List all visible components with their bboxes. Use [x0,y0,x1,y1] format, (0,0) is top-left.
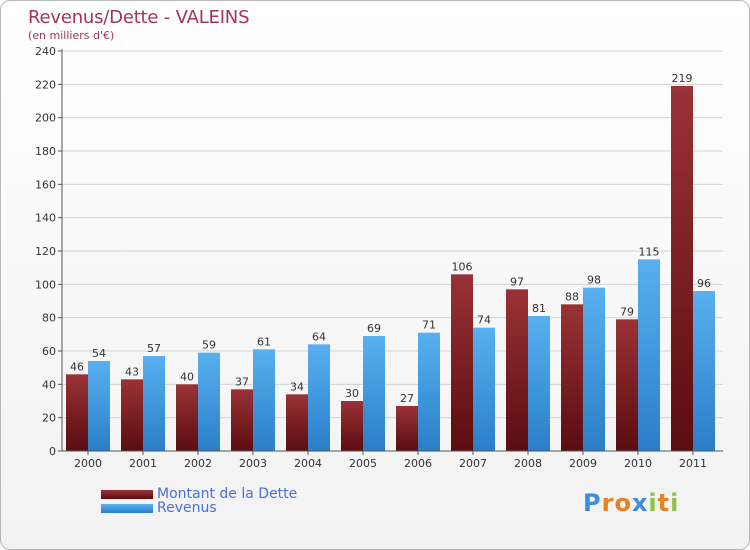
x-tick-label: 2008 [514,457,542,470]
logo-letter: t [657,489,671,517]
y-tick-label: 180 [35,145,56,158]
x-tick-label: 2000 [74,457,102,470]
y-tick-label: 200 [35,112,56,125]
data-label: 30 [345,387,359,400]
chart-title: Revenus/Dette - VALEINS [28,7,250,28]
x-tick-label: 2003 [239,457,267,470]
data-label: 115 [639,245,660,258]
y-tick-label: 140 [35,212,56,225]
logo-letter: P [583,489,602,517]
x-tick-label: 2009 [569,457,597,470]
bar-dette [671,86,693,451]
data-label: 106 [452,260,473,273]
logo-letter: x [631,489,649,517]
data-label: 98 [587,274,601,287]
grid-layer [58,50,723,455]
legend-item-revenus: Revenus [101,501,297,515]
bar-dette [451,274,473,451]
data-label: 96 [697,277,711,290]
data-label: 46 [70,360,84,373]
data-label: 71 [422,319,436,332]
proxiti-logo: Proxiti [583,489,679,517]
x-tick-label: 2004 [294,457,322,470]
x-tick-label: 2010 [624,457,652,470]
x-tick-label: 2002 [184,457,212,470]
bar-dette [66,374,88,451]
bar-revenus [583,287,605,451]
legend-label-revenus: Revenus [157,500,217,516]
y-tick-label: 40 [42,378,56,391]
bar-layer [66,86,715,451]
data-label: 88 [565,290,579,303]
y-tick-label: 100 [35,278,56,291]
x-tick-label: 2011 [679,457,707,470]
x-tick-label: 2007 [459,457,487,470]
data-label: 57 [147,342,161,355]
data-label: 74 [477,314,491,327]
bar-dette [176,384,198,451]
bar-dette [286,394,308,451]
bar-revenus [473,327,495,451]
bar-revenus [638,259,660,451]
bar-dette [616,319,638,451]
bar-revenus [308,344,330,451]
data-label: 54 [92,347,106,360]
y-tick-label: 220 [35,78,56,91]
bar-revenus [418,332,440,451]
logo-letter: r [601,489,615,517]
bar-dette [121,379,143,451]
bar-revenus [198,352,220,451]
y-tick-label: 160 [35,178,56,191]
data-label: 69 [367,322,381,335]
y-tick-label: 80 [42,312,56,325]
legend-item-debt: Montant de la Dette [101,487,297,501]
data-label: 40 [180,370,194,383]
y-tick-label: 60 [42,345,56,358]
x-tick-label: 2005 [349,457,377,470]
data-label: 37 [235,375,249,388]
x-tick-label: 2006 [404,457,432,470]
data-label: 64 [312,330,326,343]
data-label: 34 [290,380,304,393]
data-label: 27 [400,392,414,405]
data-label: 79 [620,305,634,318]
y-tick-label: 120 [35,245,56,258]
data-label: 97 [510,275,524,288]
bar-dette [561,304,583,451]
bar-revenus [143,356,165,451]
bar-dette [396,406,418,451]
bar-dette [341,401,363,451]
bar-dette [506,289,528,451]
chart-subtitle: (en milliers d'€) [28,29,115,42]
data-label: 59 [202,339,216,352]
legend: Montant de la Dette Revenus [101,487,297,515]
bar-revenus [363,336,385,451]
legend-swatch-revenus [101,503,153,513]
bar-revenus [528,316,550,451]
x-tick-label: 2001 [129,457,157,470]
legend-label-debt: Montant de la Dette [157,486,298,502]
data-label: 219 [672,72,693,85]
logo-letter: i [648,489,658,517]
bar-revenus [88,361,110,451]
y-tick-label: 20 [42,412,56,425]
y-tick-label: 0 [49,445,56,458]
data-label: 81 [532,302,546,315]
logo-letter: o [614,489,632,517]
data-label: 43 [125,365,139,378]
label-layer: 0 20 40 60 80 100 120 140 160 180 200 220 240 46 54 200… [35,45,711,470]
legend-swatch-debt [101,489,153,499]
logo-letter: i [670,489,680,517]
bar-revenus [693,291,715,451]
y-tick-label: 240 [35,45,56,58]
data-label: 61 [257,335,271,348]
bar-dette [231,389,253,451]
bar-revenus [253,349,275,451]
